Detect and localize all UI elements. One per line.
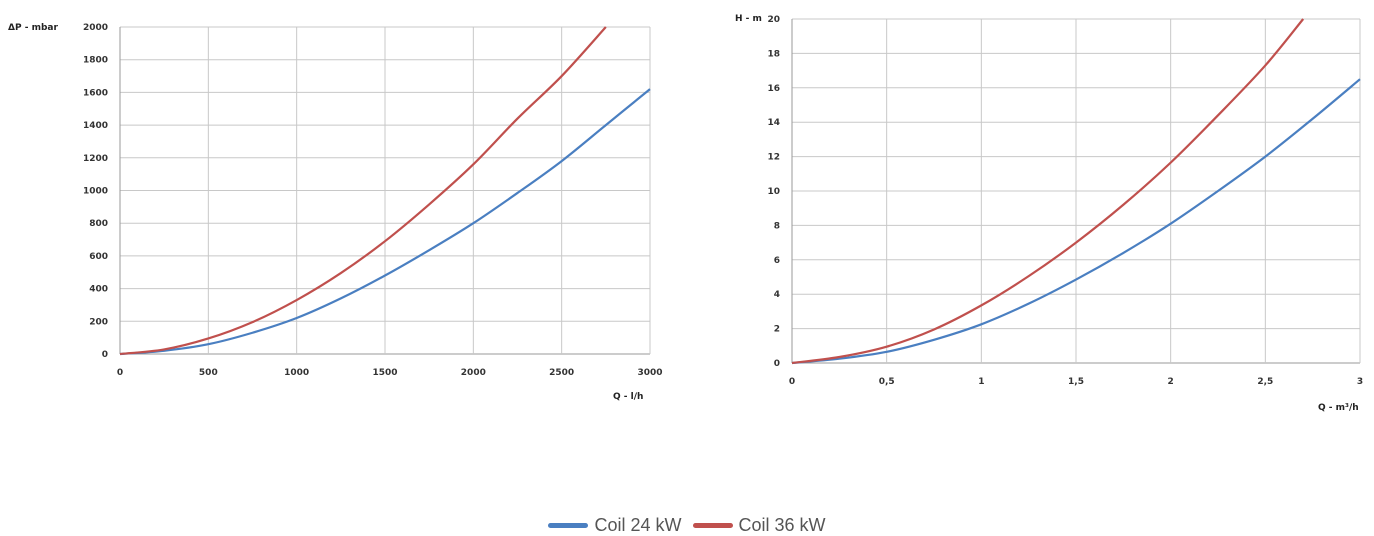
right-xtick-label: 0,5 [879,377,895,387]
right-ytick-label: 8 [774,221,780,231]
right-xtick-label: 3 [1357,377,1363,387]
right-series-coil-36-kw [791,18,1305,365]
left-chart: 0 200 400 600 800 1000 1200 1400 1600 1800 2000 0 50… [8,23,663,402]
left-ytick-label: 600 [89,252,108,262]
right-xtick-label: 0 [789,377,795,387]
left-xtick-label: 2500 [549,368,574,378]
left-series-coil-36-kw [119,26,607,356]
legend-item-coil-24: Coil 24 kW [548,515,681,536]
left-series-coil-24-kw [119,88,651,356]
left-ytick-label: 1400 [83,121,108,131]
left-ytick-label: 0 [102,350,108,360]
left-ylabel: ΔP - mbar [8,23,58,33]
left-ytick-label: 1000 [83,187,108,197]
right-xtick-label: 2 [1168,377,1174,387]
right-ytick-label: 20 [767,15,780,25]
left-ytick-label: 200 [89,317,108,327]
left-xtick-label: 3000 [637,368,662,378]
right-series-coil-24-kw [791,78,1361,365]
left-xtick-label: 2000 [461,368,486,378]
right-chart: 0 2 4 6 8 10 12 14 16 18 20 0 0,5 1 1,5 2 2,5 3 H - m Q - m… [735,14,1363,413]
right-ytick-label: 18 [767,49,780,59]
right-ytick-label: 2 [774,325,780,335]
legend-swatch-coil-24 [548,523,589,528]
legend-label-coil-36: Coil 36 kW [738,515,826,535]
right-xtick-label: 2,5 [1257,377,1273,387]
right-ylabel: H - m [735,14,762,24]
right-xlabel: Q - m³/h [1318,403,1359,413]
right-ytick-label: 14 [767,118,780,128]
left-ytick-label: 1200 [83,154,108,164]
right-xtick-label: 1 [978,377,984,387]
right-ytick-label: 0 [774,359,780,369]
legend-swatch-coil-36 [692,523,733,528]
left-ytick-label: 800 [89,219,108,229]
left-ytick-label: 1800 [83,56,108,66]
right-xtick-label: 1,5 [1068,377,1084,387]
left-ytick-label: 2000 [83,23,108,33]
right-ytick-label: 16 [767,84,780,94]
left-xtick-label: 1000 [284,368,309,378]
legend: Coil 24 kW Coil 36 kW [0,512,1374,536]
legend-label-coil-24: Coil 24 kW [594,515,682,535]
left-xlabel: Q - l/h [613,392,643,402]
right-ytick-label: 10 [767,187,780,197]
right-ytick-label: 6 [774,256,780,266]
left-xtick-label: 1500 [372,368,397,378]
left-ytick-label: 1600 [83,88,108,98]
right-ytick-label: 4 [774,290,780,300]
left-ytick-label: 400 [89,285,108,295]
right-ytick-label: 12 [767,153,780,163]
left-xtick-label: 500 [199,368,218,378]
left-xtick-label: 0 [117,368,123,378]
legend-item-coil-36: Coil 36 kW [692,515,826,536]
